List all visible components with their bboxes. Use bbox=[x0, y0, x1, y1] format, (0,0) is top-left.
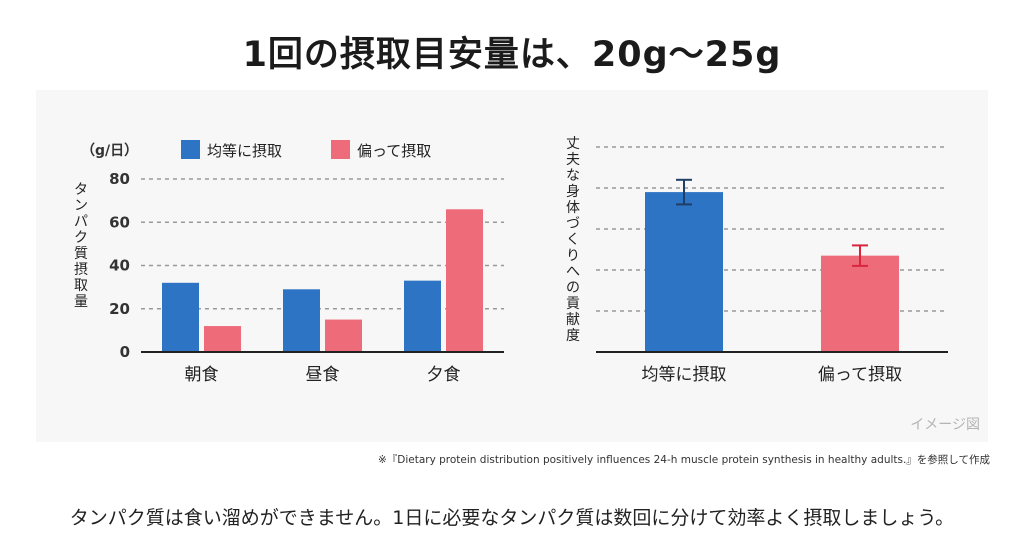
y-tick-label: 20 bbox=[109, 300, 130, 318]
y-tick-label: 80 bbox=[109, 170, 130, 188]
footer-text: タンパク質は食い溜めができません。1日に必要なタンパク質は数回に分けて効率よく摂… bbox=[69, 507, 955, 529]
unit-label: （g/日） bbox=[81, 143, 138, 159]
bar-contribution bbox=[821, 255, 899, 352]
bar-contribution bbox=[645, 192, 723, 352]
bar-skewed bbox=[446, 209, 483, 352]
legend-swatch bbox=[181, 140, 200, 159]
image-watermark: イメージ図 bbox=[910, 417, 980, 433]
source-note: ※『Dietary protein distribution positivel… bbox=[377, 454, 990, 466]
x-category-label: 均等に摂取 bbox=[642, 365, 727, 385]
bar-even bbox=[404, 280, 441, 352]
page-title: 1回の摂取目安量は、20g〜25g bbox=[242, 35, 782, 75]
x-category-label: 朝食 bbox=[185, 365, 219, 385]
y-tick-label: 0 bbox=[120, 343, 130, 361]
bar-skewed bbox=[325, 319, 362, 352]
legend-swatch bbox=[331, 140, 350, 159]
legend-label: 均等に摂取 bbox=[207, 142, 282, 160]
legend-label: 偏って摂取 bbox=[357, 142, 431, 160]
x-category-label: 昼食 bbox=[306, 365, 340, 385]
y-tick-label: 40 bbox=[109, 257, 130, 275]
x-category-label: 夕食 bbox=[427, 365, 461, 385]
bar-even bbox=[162, 282, 199, 352]
y-axis-title: タンパク質摂取量 bbox=[74, 182, 88, 310]
chart-panel: 0 20 40 60 80 朝食 昼食 夕食 （g/日） タンパク質摂取量 均等に摂取 偏って摂取 均等… bbox=[36, 90, 988, 442]
x-category-label: 偏って摂取 bbox=[818, 365, 902, 385]
bar-even bbox=[283, 289, 320, 352]
y-axis-title: 丈夫な身体づくりへの貢献度 bbox=[566, 136, 580, 344]
bar-skewed bbox=[204, 326, 241, 352]
y-tick-label: 60 bbox=[109, 213, 130, 231]
